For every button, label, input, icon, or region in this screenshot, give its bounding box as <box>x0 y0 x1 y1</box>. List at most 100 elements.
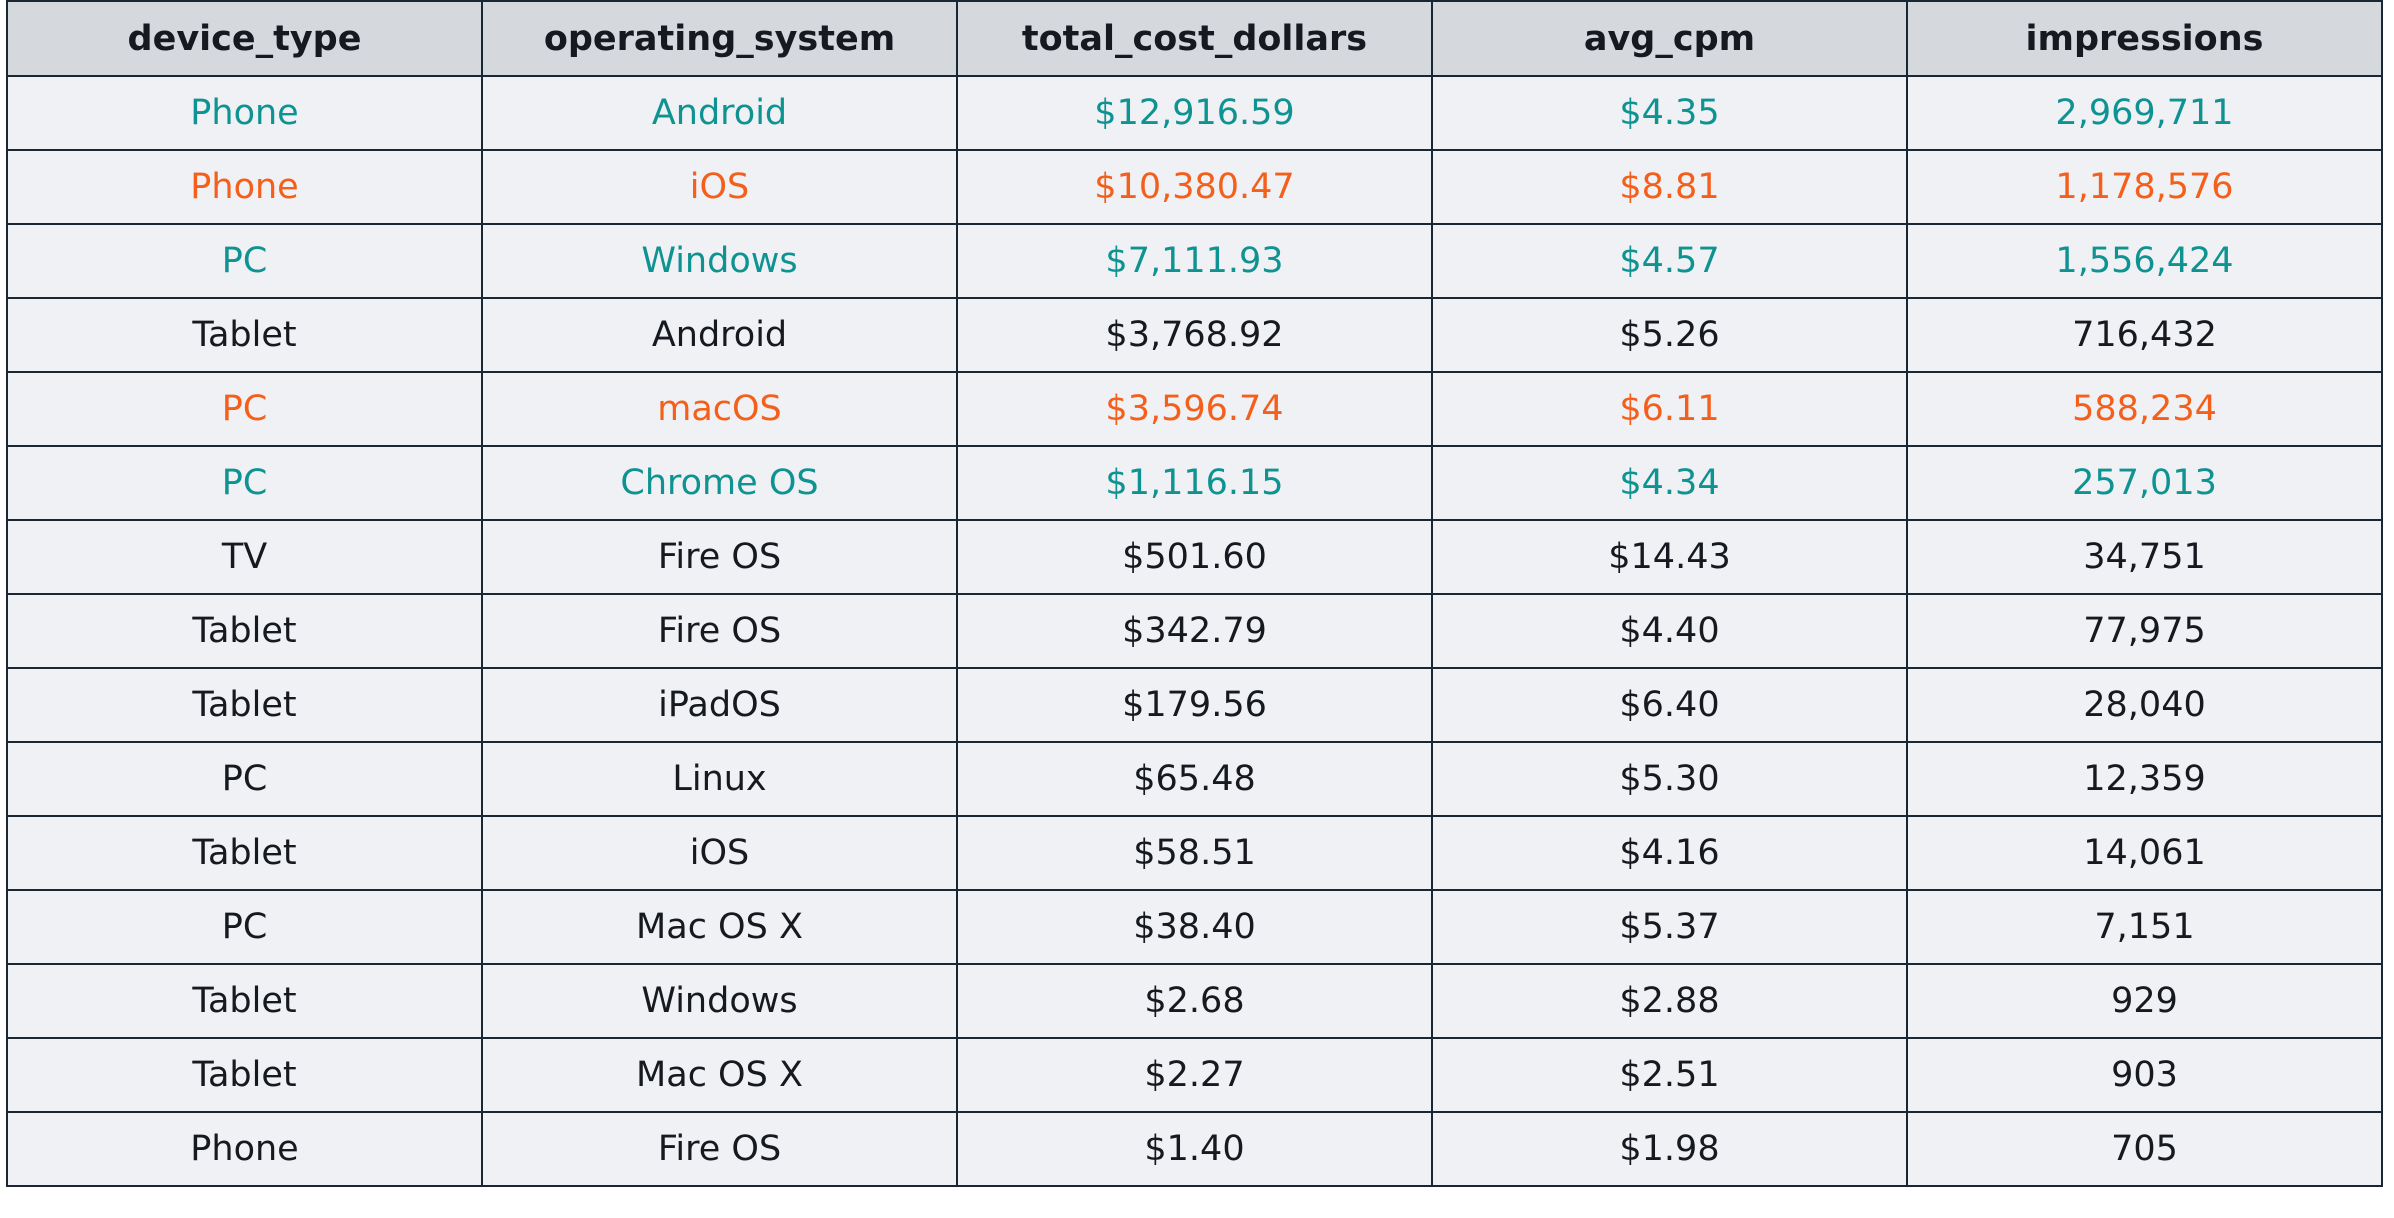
table-row: Tablet Fire OS $342.79 $4.40 77,975 <box>6 593 2383 669</box>
cell-avg-cpm: $4.16 <box>1431 815 1908 891</box>
cell-avg-cpm: $2.51 <box>1431 1037 1908 1113</box>
cell-total-cost-dollars: $3,768.92 <box>956 297 1433 373</box>
table-row: Tablet Mac OS X $2.27 $2.51 903 <box>6 1037 2383 1113</box>
cell-total-cost-dollars: $1,116.15 <box>956 445 1433 521</box>
cell-total-cost-dollars: $2.27 <box>956 1037 1433 1113</box>
cell-total-cost-dollars: $342.79 <box>956 593 1433 669</box>
cell-avg-cpm: $4.57 <box>1431 223 1908 299</box>
cell-operating-system: Windows <box>481 963 958 1039</box>
cell-impressions: 77,975 <box>1906 593 2383 669</box>
cell-device-type: Phone <box>6 149 483 225</box>
table-header: device_type operating_system total_cost_do… <box>6 0 2383 77</box>
cell-operating-system: Windows <box>481 223 958 299</box>
cell-operating-system: Fire OS <box>481 519 958 595</box>
cell-impressions: 903 <box>1906 1037 2383 1113</box>
cell-device-type: PC <box>6 223 483 299</box>
cell-total-cost-dollars: $58.51 <box>956 815 1433 891</box>
table-row: Tablet iOS $58.51 $4.16 14,061 <box>6 815 2383 891</box>
cell-impressions: 705 <box>1906 1111 2383 1187</box>
results-table-container: device_type operating_system total_cost_do… <box>6 0 2383 1187</box>
cell-impressions: 1,178,576 <box>1906 149 2383 225</box>
table-row: PC Chrome OS $1,116.15 $4.34 257,013 <box>6 445 2383 521</box>
cell-device-type: Phone <box>6 1111 483 1187</box>
cell-operating-system: Mac OS X <box>481 889 958 965</box>
cell-total-cost-dollars: $501.60 <box>956 519 1433 595</box>
cell-operating-system: iOS <box>481 149 958 225</box>
cell-device-type: PC <box>6 741 483 817</box>
cell-impressions: 2,969,711 <box>1906 75 2383 151</box>
cell-avg-cpm: $5.37 <box>1431 889 1908 965</box>
cell-avg-cpm: $4.40 <box>1431 593 1908 669</box>
table-row: Phone iOS $10,380.47 $8.81 1,178,576 <box>6 149 2383 225</box>
cell-impressions: 929 <box>1906 963 2383 1039</box>
table-row: PC macOS $3,596.74 $6.11 588,234 <box>6 371 2383 447</box>
cell-operating-system: Fire OS <box>481 1111 958 1187</box>
cell-total-cost-dollars: $1.40 <box>956 1111 1433 1187</box>
cell-total-cost-dollars: $38.40 <box>956 889 1433 965</box>
cell-operating-system: Android <box>481 297 958 373</box>
cell-operating-system: Chrome OS <box>481 445 958 521</box>
cell-total-cost-dollars: $3,596.74 <box>956 371 1433 447</box>
header-row: device_type operating_system total_cost_do… <box>6 0 2383 77</box>
cell-device-type: PC <box>6 445 483 521</box>
cell-device-type: Phone <box>6 75 483 151</box>
cell-impressions: 12,359 <box>1906 741 2383 817</box>
cell-device-type: Tablet <box>6 593 483 669</box>
column-header-total-cost-dollars[interactable]: total_cost_dollars <box>956 0 1433 77</box>
table-body: Phone Android $12,916.59 $4.35 2,969,711 Phon… <box>6 75 2383 1187</box>
cell-avg-cpm: $14.43 <box>1431 519 1908 595</box>
cell-device-type: Tablet <box>6 963 483 1039</box>
cell-total-cost-dollars: $2.68 <box>956 963 1433 1039</box>
table-row: Tablet Android $3,768.92 $5.26 716,432 <box>6 297 2383 373</box>
cell-operating-system: Linux <box>481 741 958 817</box>
cell-impressions: 34,751 <box>1906 519 2383 595</box>
cell-avg-cpm: $4.35 <box>1431 75 1908 151</box>
cell-total-cost-dollars: $12,916.59 <box>956 75 1433 151</box>
cell-device-type: Tablet <box>6 1037 483 1113</box>
cell-operating-system: Android <box>481 75 958 151</box>
cell-avg-cpm: $5.30 <box>1431 741 1908 817</box>
table-row: Tablet Windows $2.68 $2.88 929 <box>6 963 2383 1039</box>
table-row: Phone Fire OS $1.40 $1.98 705 <box>6 1111 2383 1187</box>
column-header-impressions[interactable]: impressions <box>1906 0 2383 77</box>
cell-device-type: Tablet <box>6 815 483 891</box>
cell-impressions: 1,556,424 <box>1906 223 2383 299</box>
cell-impressions: 28,040 <box>1906 667 2383 743</box>
cell-operating-system: macOS <box>481 371 958 447</box>
cell-avg-cpm: $5.26 <box>1431 297 1908 373</box>
cell-avg-cpm: $6.11 <box>1431 371 1908 447</box>
cell-total-cost-dollars: $65.48 <box>956 741 1433 817</box>
cell-operating-system: Fire OS <box>481 593 958 669</box>
cell-device-type: PC <box>6 371 483 447</box>
cell-impressions: 257,013 <box>1906 445 2383 521</box>
cell-avg-cpm: $8.81 <box>1431 149 1908 225</box>
cell-device-type: PC <box>6 889 483 965</box>
cell-total-cost-dollars: $179.56 <box>956 667 1433 743</box>
cell-operating-system: iPadOS <box>481 667 958 743</box>
cell-total-cost-dollars: $10,380.47 <box>956 149 1433 225</box>
table-row: PC Mac OS X $38.40 $5.37 7,151 <box>6 889 2383 965</box>
column-header-operating-system[interactable]: operating_system <box>481 0 958 77</box>
cell-total-cost-dollars: $7,111.93 <box>956 223 1433 299</box>
results-table: device_type operating_system total_cost_do… <box>6 0 2383 1187</box>
cell-impressions: 7,151 <box>1906 889 2383 965</box>
cell-impressions: 14,061 <box>1906 815 2383 891</box>
cell-impressions: 588,234 <box>1906 371 2383 447</box>
cell-avg-cpm: $4.34 <box>1431 445 1908 521</box>
table-row: PC Windows $7,111.93 $4.57 1,556,424 <box>6 223 2383 299</box>
table-row: PC Linux $65.48 $5.30 12,359 <box>6 741 2383 817</box>
cell-avg-cpm: $1.98 <box>1431 1111 1908 1187</box>
table-row: Tablet iPadOS $179.56 $6.40 28,040 <box>6 667 2383 743</box>
column-header-device-type[interactable]: device_type <box>6 0 483 77</box>
table-row: Phone Android $12,916.59 $4.35 2,969,711 <box>6 75 2383 151</box>
cell-operating-system: iOS <box>481 815 958 891</box>
cell-device-type: Tablet <box>6 667 483 743</box>
cell-operating-system: Mac OS X <box>481 1037 958 1113</box>
cell-avg-cpm: $2.88 <box>1431 963 1908 1039</box>
table-row: TV Fire OS $501.60 $14.43 34,751 <box>6 519 2383 595</box>
cell-device-type: Tablet <box>6 297 483 373</box>
cell-avg-cpm: $6.40 <box>1431 667 1908 743</box>
cell-device-type: TV <box>6 519 483 595</box>
column-header-avg-cpm[interactable]: avg_cpm <box>1431 0 1908 77</box>
cell-impressions: 716,432 <box>1906 297 2383 373</box>
